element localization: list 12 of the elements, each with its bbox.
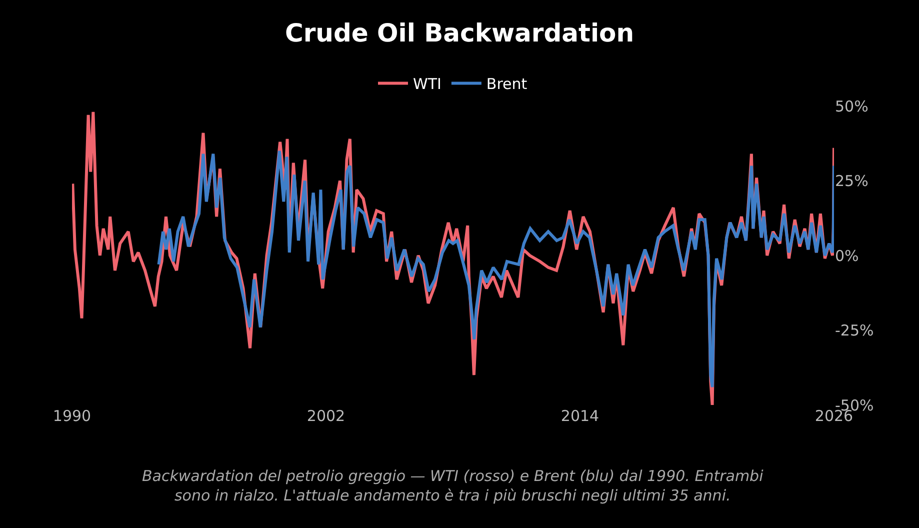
y-tick-label: 50% [835,97,868,116]
y-tick-label: -25% [835,322,874,340]
x-tick-label: 2014 [560,407,600,425]
text: Backwardation del petrolio greggio — WTI (rosso) e Brent (blu) dal 1990. Entrambi sono in rialzo. L'attuale andamento è tra i più bruschi negli ultimi 35 anni. [142,467,764,504]
x-tick-label: 2002 [306,407,346,425]
legend-label: WTI [413,75,442,94]
y-tick-label: 0% [835,246,859,265]
x-tick-label: 1990 [52,407,92,425]
chart-title: Crude Oil Backwardation [284,18,634,48]
y-tick-label: 25% [835,172,868,190]
legend-label: Brent [486,75,528,94]
line-series [157,149,834,389]
